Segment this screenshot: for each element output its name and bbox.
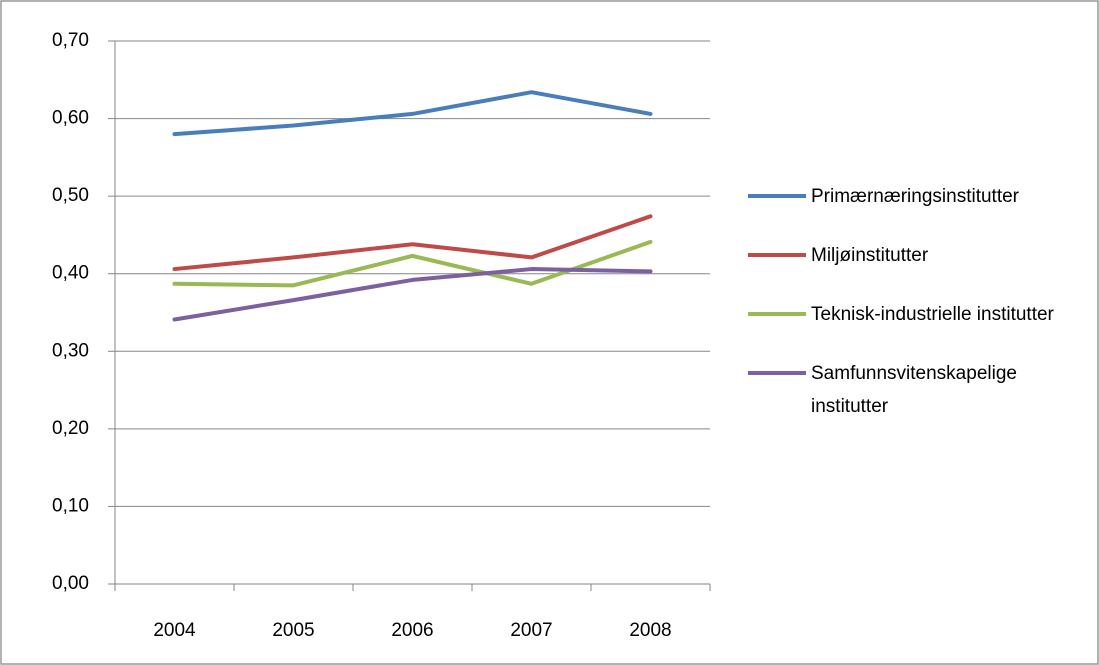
legend-entry: Samfunnsvitenskapelige institutter xyxy=(748,357,1081,423)
y-tick-label: 0,00 xyxy=(52,573,89,594)
y-tick-label: 0,70 xyxy=(52,30,89,51)
y-tick-label: 0,40 xyxy=(52,263,89,284)
x-tick-label: 2004 xyxy=(153,620,196,641)
data-line xyxy=(172,214,653,272)
y-tick-label: 0,60 xyxy=(52,108,89,129)
legend-entry: Teknisk-industrielle institutter xyxy=(748,298,1081,331)
y-tick-label: 0,50 xyxy=(52,185,89,206)
legend-label: Samfunnsvitenskapelige institutter xyxy=(811,363,1017,417)
x-tick-label: 2006 xyxy=(391,620,433,641)
legend-swatch xyxy=(748,194,806,198)
legend-swatch xyxy=(748,312,806,316)
legend-label: Primærnæringsinstitutter xyxy=(811,186,1019,207)
x-tick-label: 2005 xyxy=(272,620,314,641)
legend-label: Teknisk-industrielle institutter xyxy=(811,304,1054,325)
legend-swatch xyxy=(748,253,806,257)
x-tick-label: 2007 xyxy=(510,620,552,641)
data-line xyxy=(172,90,653,137)
legend-entry: Miljøinstitutter xyxy=(748,239,1081,272)
y-tick-label: 0,20 xyxy=(52,418,89,439)
x-tick-label: 2008 xyxy=(629,620,671,641)
y-tick-label: 0,30 xyxy=(52,340,89,361)
legend-label: Miljøinstitutter xyxy=(811,245,929,266)
legend: Primærnæringsinstitutter Miljøinstitutter… xyxy=(748,180,1088,449)
y-tick-label: 0,10 xyxy=(52,495,89,516)
data-line xyxy=(172,267,653,322)
legend-entry: Primærnæringsinstitutter xyxy=(748,180,1081,213)
legend-swatch xyxy=(748,371,806,375)
